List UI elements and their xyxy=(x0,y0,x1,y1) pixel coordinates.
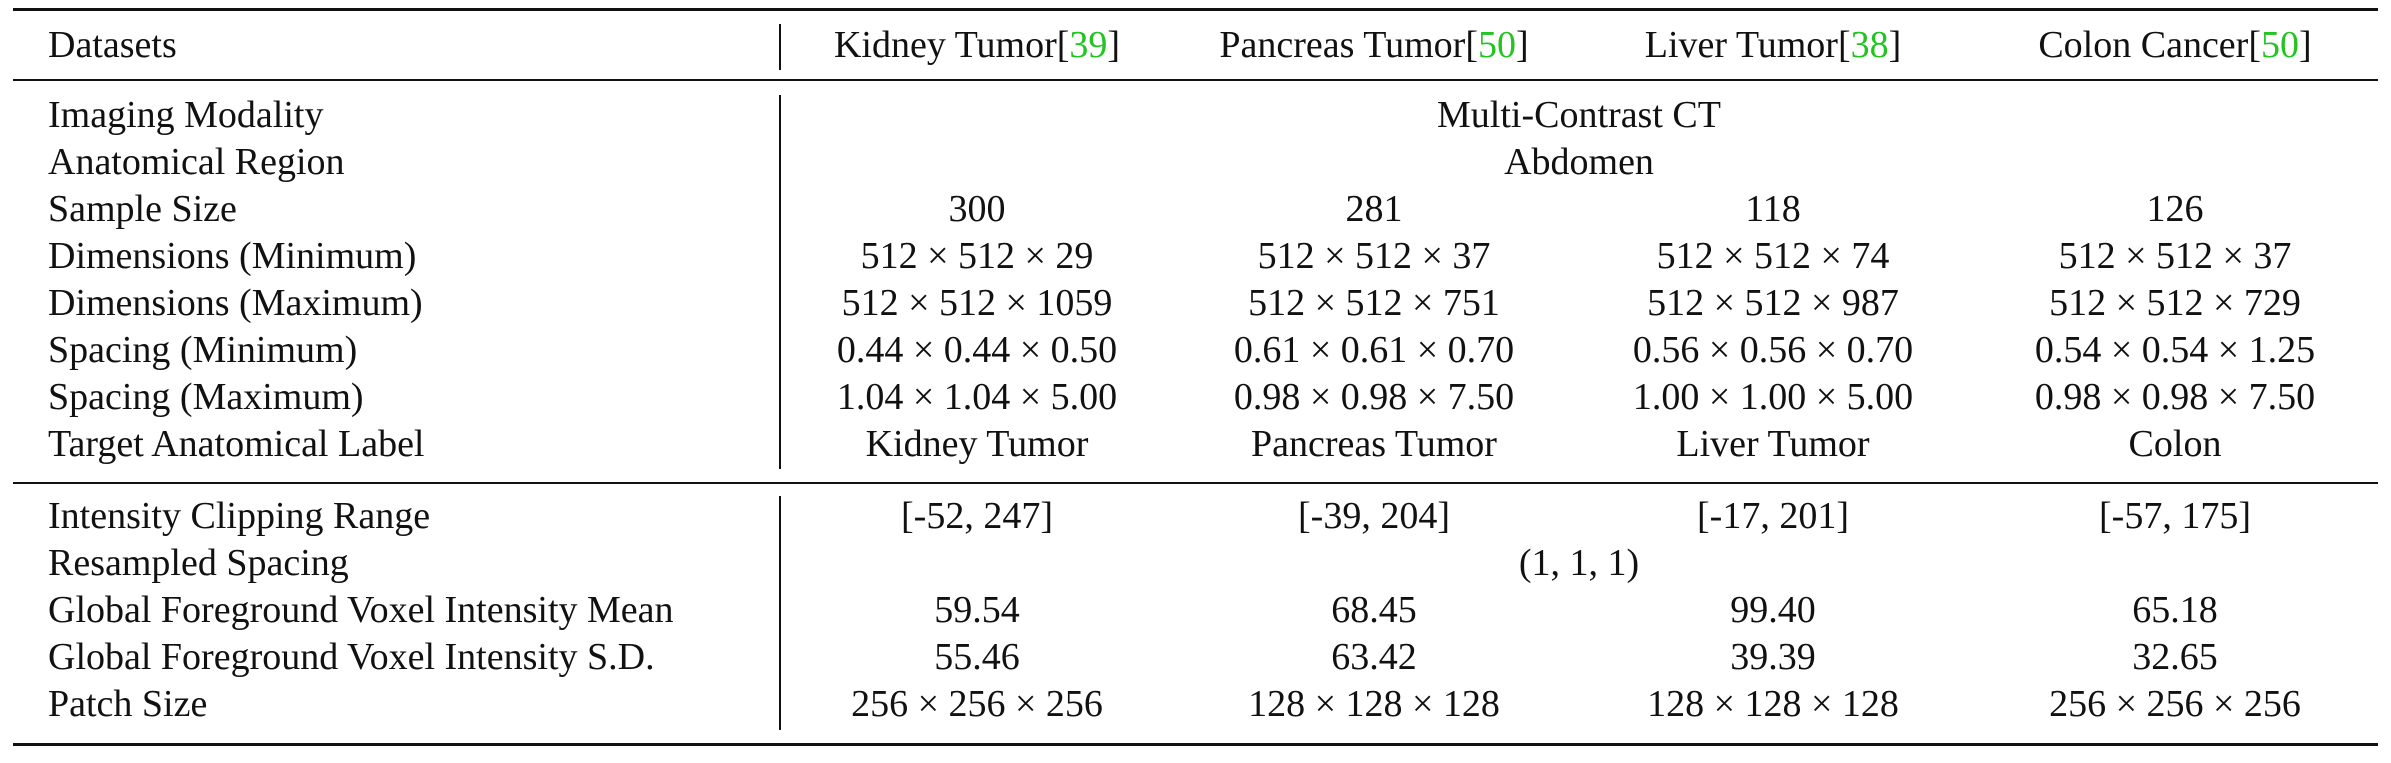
row-resampled-spacing: Resampled Spacing (1, 1, 1) xyxy=(0,540,2391,586)
row-label: Target Anatomical Label xyxy=(48,423,425,465)
row-label: Dimensions (Maximum) xyxy=(48,282,423,324)
cell-value: 512 × 512 × 729 xyxy=(2049,282,2301,324)
row-label: Sample Size xyxy=(48,188,237,230)
cell-value: 32.65 xyxy=(2132,636,2218,678)
cell-value: [-57, 175] xyxy=(2099,495,2251,537)
header-divider xyxy=(779,24,781,70)
citation-link[interactable]: 39 xyxy=(1069,24,1108,66)
row-intensity-mean: Global Foreground Voxel Intensity Mean 5… xyxy=(0,587,2391,633)
cell-value: 65.18 xyxy=(2132,589,2218,631)
row-label: Global Foreground Voxel Intensity S.D. xyxy=(48,636,655,678)
row-dimensions-min: Dimensions (Minimum) 512 × 512 × 29 512 … xyxy=(0,233,2391,279)
row-label: Resampled Spacing xyxy=(48,542,349,584)
row-label: Imaging Modality xyxy=(48,94,324,136)
cell-value: Colon xyxy=(2128,423,2222,465)
cell-value: 300 xyxy=(948,188,1006,230)
row-spacing-min: Spacing (Minimum) 0.44 × 0.44 × 0.50 0.6… xyxy=(0,327,2391,373)
cell-value: [-52, 247] xyxy=(901,495,1053,537)
citation-link[interactable]: 50 xyxy=(2261,24,2299,66)
cell-value: 1.04 × 1.04 × 5.00 xyxy=(836,376,1118,418)
cell-value: 55.46 xyxy=(934,636,1020,678)
row-value: Abdomen xyxy=(1504,141,1654,183)
row-intensity-sd: Global Foreground Voxel Intensity S.D. 5… xyxy=(0,634,2391,680)
row-imaging-modality: Imaging Modality Multi-Contrast CT xyxy=(0,92,2391,138)
row-sample-size: Sample Size 300 281 118 126 xyxy=(0,186,2391,232)
row-label: Dimensions (Minimum) xyxy=(48,235,417,277)
row-value: Multi-Contrast CT xyxy=(1437,94,1721,136)
citation-link[interactable]: 38 xyxy=(1850,24,1889,66)
header-pancreas-tumor: Pancreas Tumor[50] xyxy=(1219,24,1529,66)
mid-rule xyxy=(13,482,2378,484)
cell-value: Liver Tumor xyxy=(1676,423,1870,465)
header-colon-cancer: Colon Cancer[50] xyxy=(2038,24,2312,66)
row-spacing-max: Spacing (Maximum) 1.04 × 1.04 × 5.00 0.9… xyxy=(0,374,2391,420)
row-label: Anatomical Region xyxy=(48,141,345,183)
cell-value: 1.00 × 1.00 × 5.00 xyxy=(1632,376,1914,418)
row-value: (1, 1, 1) xyxy=(1518,542,1640,584)
citation-link[interactable]: 50 xyxy=(1477,24,1516,66)
cell-value: 0.61 × 0.61 × 0.70 xyxy=(1233,329,1515,371)
header-datasets: Datasets xyxy=(48,24,177,66)
cell-value: 512 × 512 × 1059 xyxy=(841,282,1113,324)
cell-value: 0.54 × 0.54 × 1.25 xyxy=(2034,329,2316,371)
cell-value: 59.54 xyxy=(934,589,1020,631)
cell-value: 512 × 512 × 37 xyxy=(1257,235,1491,277)
row-target-label: Target Anatomical Label Kidney Tumor Pan… xyxy=(0,421,2391,467)
row-label: Global Foreground Voxel Intensity Mean xyxy=(48,589,674,631)
cell-value: 256 × 256 × 256 xyxy=(2049,683,2301,725)
cell-value: 68.45 xyxy=(1331,589,1417,631)
row-label: Spacing (Minimum) xyxy=(48,329,358,371)
row-dimensions-max: Dimensions (Maximum) 512 × 512 × 1059 51… xyxy=(0,280,2391,326)
header-row: Datasets Kidney Tumor[39] Pancreas Tumor… xyxy=(0,22,2391,68)
cell-value: Kidney Tumor xyxy=(865,423,1089,465)
cell-value: 63.42 xyxy=(1331,636,1417,678)
top-rule xyxy=(13,8,2378,11)
cell-value: 118 xyxy=(1745,188,1801,230)
cell-value: 0.98 × 0.98 × 7.50 xyxy=(2034,376,2316,418)
cell-value: 39.39 xyxy=(1730,636,1816,678)
cell-value: 512 × 512 × 987 xyxy=(1647,282,1899,324)
cell-value: Pancreas Tumor xyxy=(1251,423,1497,465)
cell-value: 99.40 xyxy=(1730,589,1816,631)
row-label: Patch Size xyxy=(48,683,208,725)
row-clipping-range: Intensity Clipping Range [-52, 247] [-39… xyxy=(0,493,2391,539)
row-anatomical-region: Anatomical Region Abdomen xyxy=(0,139,2391,185)
section2-divider xyxy=(779,496,781,730)
header-kidney-tumor: Kidney Tumor[39] xyxy=(833,24,1121,66)
cell-value: 512 × 512 × 37 xyxy=(2058,235,2292,277)
bottom-rule xyxy=(13,743,2378,746)
cell-value: 512 × 512 × 74 xyxy=(1656,235,1890,277)
cell-value: 126 xyxy=(2146,188,2204,230)
section1-divider xyxy=(779,95,781,469)
row-label: Intensity Clipping Range xyxy=(48,495,431,537)
cell-value: 281 xyxy=(1345,188,1403,230)
cell-value: 128 × 128 × 128 xyxy=(1647,683,1899,725)
header-rule xyxy=(13,79,2378,81)
cell-value: 512 × 512 × 29 xyxy=(860,235,1094,277)
cell-value: [-17, 201] xyxy=(1697,495,1849,537)
row-label: Spacing (Maximum) xyxy=(48,376,364,418)
row-patch-size: Patch Size 256 × 256 × 256 128 × 128 × 1… xyxy=(0,681,2391,727)
cell-value: 512 × 512 × 751 xyxy=(1248,282,1500,324)
cell-value: 0.44 × 0.44 × 0.50 xyxy=(836,329,1118,371)
header-liver-tumor: Liver Tumor[38] xyxy=(1644,24,1902,66)
cell-value: 256 × 256 × 256 xyxy=(851,683,1103,725)
cell-value: 128 × 128 × 128 xyxy=(1248,683,1500,725)
cell-value: 0.98 × 0.98 × 7.50 xyxy=(1233,376,1515,418)
cell-value: [-39, 204] xyxy=(1298,495,1450,537)
cell-value: 0.56 × 0.56 × 0.70 xyxy=(1632,329,1914,371)
